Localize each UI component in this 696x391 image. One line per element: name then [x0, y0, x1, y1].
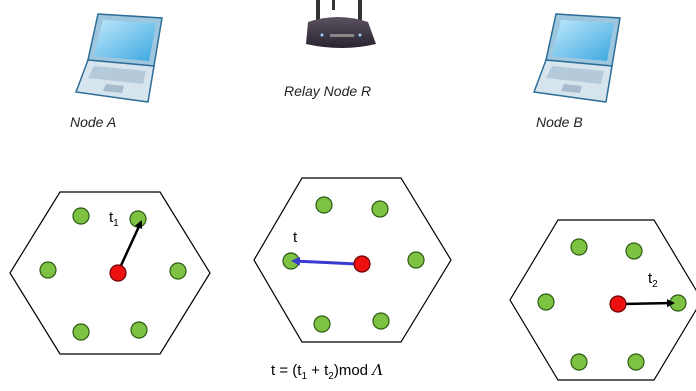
lattice-vector-t	[291, 256, 358, 266]
lattice-relay: t	[253, 177, 452, 343]
lattice-point	[72, 207, 90, 225]
hexagon-cell	[509, 219, 696, 381]
mod-lattice-formula: t = (t1 + t2)mod Λ	[271, 361, 383, 382]
vector-label-t2: t2	[648, 270, 658, 290]
lattice-vector-t2	[621, 299, 675, 308]
lattice-point	[315, 196, 333, 214]
node-b-label: Node B	[536, 114, 583, 130]
lattice-point	[570, 353, 588, 371]
lattice-point	[39, 261, 57, 279]
vector-label-t: t	[293, 229, 298, 246]
lattice-point	[130, 321, 148, 339]
lattice-point	[313, 315, 331, 333]
node-a-label: Node A	[70, 114, 116, 130]
lattice-node-a: t1	[9, 191, 211, 355]
relay-node-label: Relay Node R	[284, 83, 371, 99]
lattice-point	[169, 262, 187, 280]
laptop-icon	[532, 13, 621, 103]
lattice-point	[625, 242, 643, 260]
lattice-point	[537, 293, 555, 311]
lattice-point	[371, 200, 389, 218]
lattice-point	[129, 210, 147, 228]
lattice-point	[627, 353, 645, 371]
lattice-node-b: t2	[509, 219, 696, 381]
hexagon-cell	[9, 191, 211, 355]
lattice-vector-t1	[116, 220, 143, 273]
wireless-router-icon	[306, 0, 376, 48]
lattice-point	[372, 312, 390, 330]
lattice-point	[570, 238, 588, 256]
lattice-point	[72, 323, 90, 341]
lattice-point	[407, 251, 425, 269]
vector-label-t1: t1	[109, 209, 119, 229]
origin-point	[109, 264, 127, 282]
hexagon-cell	[253, 177, 452, 343]
origin-point	[609, 295, 627, 313]
origin-point	[353, 255, 371, 273]
laptop-icon	[74, 13, 163, 103]
